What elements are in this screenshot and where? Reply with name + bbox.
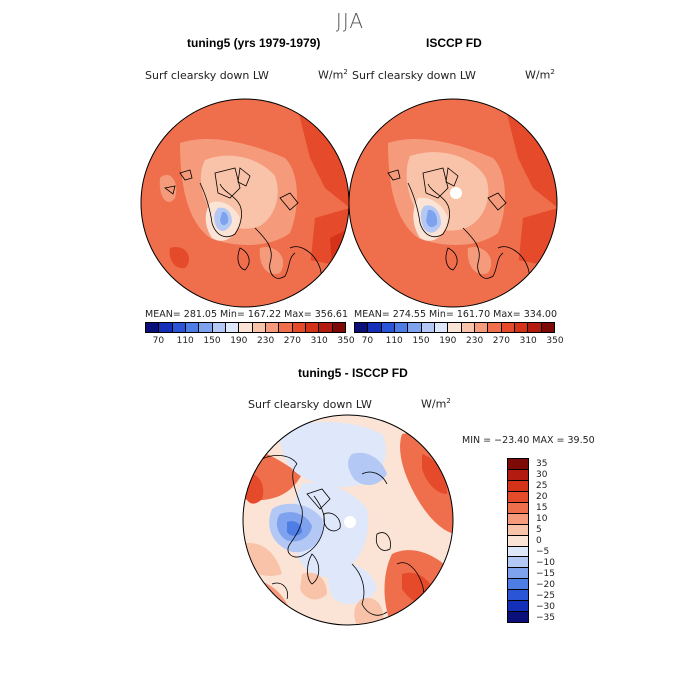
colorbar-swatch xyxy=(185,323,200,332)
season-title: JJA xyxy=(335,9,365,33)
diff-polar-map xyxy=(242,414,454,626)
left-polar-map xyxy=(140,98,350,308)
colorbar-swatch xyxy=(508,524,528,536)
colorbar-swatch xyxy=(159,323,173,332)
colorbar-swatch xyxy=(508,612,528,623)
colorbar-swatch xyxy=(434,323,449,332)
right-units-label: W/m2 xyxy=(525,68,555,82)
colorbar-swatch xyxy=(199,323,213,332)
colorbar-tick-label: −20 xyxy=(536,579,555,590)
colorbar-tick-label: 190 xyxy=(230,336,248,346)
colorbar-swatch xyxy=(212,323,226,332)
colorbar-swatch xyxy=(461,323,475,332)
colorbar-swatch xyxy=(488,323,502,332)
colorbar-tick-label: 270 xyxy=(283,336,301,346)
colorbar-swatch xyxy=(508,480,528,492)
colorbar-swatch xyxy=(508,557,528,569)
colorbar-tick-label: −30 xyxy=(536,601,555,612)
colorbar-tick-label: 35 xyxy=(536,458,548,469)
colorbar-swatch xyxy=(421,323,435,332)
right-colorbar xyxy=(354,322,555,333)
colorbar-swatch xyxy=(508,502,528,514)
colorbar-swatch xyxy=(332,323,345,332)
colorbar-swatch xyxy=(508,568,528,580)
colorbar-tick-label: 20 xyxy=(536,491,548,502)
colorbar-tick-label: 270 xyxy=(492,336,510,346)
colorbar-swatch xyxy=(528,323,542,332)
colorbar-tick-label: 110 xyxy=(176,336,194,346)
colorbar-swatch xyxy=(368,323,382,332)
colorbar-tick-label: 310 xyxy=(519,336,537,346)
colorbar-tick-label: 110 xyxy=(385,336,403,346)
colorbar-swatch xyxy=(508,513,528,525)
diff-variable-label: Surf clearsky down LW xyxy=(248,398,372,411)
left-units-label: W/m2 xyxy=(318,68,348,82)
left-panel-title: tuning5 (yrs 1979-1979) xyxy=(187,36,321,50)
colorbar-swatch xyxy=(508,469,528,481)
right-panel-title: ISCCP FD xyxy=(426,36,482,50)
colorbar-swatch xyxy=(508,459,528,470)
colorbar-swatch xyxy=(355,323,369,332)
colorbar-swatch xyxy=(474,323,489,332)
diff-units-label: W/m2 xyxy=(421,397,451,411)
colorbar-swatch xyxy=(381,323,395,332)
colorbar-swatch xyxy=(508,590,528,602)
diff-colorbar xyxy=(507,458,529,623)
colorbar-tick-label: −10 xyxy=(536,557,555,568)
colorbar-tick-label: 0 xyxy=(536,535,542,546)
colorbar-swatch xyxy=(508,491,528,503)
right-variable-label: Surf clearsky down LW xyxy=(352,69,476,82)
colorbar-swatch xyxy=(239,323,253,332)
colorbar-swatch xyxy=(501,323,515,332)
colorbar-swatch xyxy=(514,323,529,332)
colorbar-tick-label: 70 xyxy=(361,336,374,346)
colorbar-swatch xyxy=(508,579,528,591)
left-colorbar-ticks: 70 110 150 190 230 270 310 350 xyxy=(145,336,355,348)
colorbar-tick-label: 15 xyxy=(536,502,548,513)
colorbar-tick-label: −35 xyxy=(536,612,555,623)
colorbar-tick-label: 230 xyxy=(466,336,484,346)
left-colorbar xyxy=(145,322,346,333)
colorbar-tick-label: 30 xyxy=(536,469,548,480)
colorbar-tick-label: −5 xyxy=(536,546,550,557)
colorbar-tick-label: 150 xyxy=(203,336,221,346)
colorbar-swatch xyxy=(292,323,306,332)
colorbar-swatch xyxy=(252,323,266,332)
colorbar-tick-label: 70 xyxy=(152,336,165,346)
colorbar-swatch xyxy=(448,323,462,332)
colorbar-tick-label: 25 xyxy=(536,480,548,491)
colorbar-swatch xyxy=(508,546,528,558)
colorbar-swatch xyxy=(394,323,409,332)
colorbar-swatch xyxy=(541,323,554,332)
right-stats: MEAN= 274.55 Min= 161.70 Max= 334.00 xyxy=(354,309,558,320)
colorbar-swatch xyxy=(225,323,240,332)
colorbar-tick-label: 190 xyxy=(439,336,457,346)
right-colorbar-ticks: 70 110 150 190 230 270 310 350 xyxy=(354,336,564,348)
colorbar-tick-label: −15 xyxy=(536,568,555,579)
colorbar-swatch xyxy=(279,323,293,332)
diff-panel-title: tuning5 - ISCCP FD xyxy=(298,366,408,380)
colorbar-tick-label: 5 xyxy=(536,524,542,535)
colorbar-swatch xyxy=(508,601,528,613)
colorbar-tick-label: 350 xyxy=(546,336,564,346)
colorbar-swatch xyxy=(508,535,528,547)
colorbar-swatch xyxy=(172,323,186,332)
colorbar-swatch xyxy=(146,323,160,332)
colorbar-swatch xyxy=(305,323,320,332)
left-variable-label: Surf clearsky down LW xyxy=(145,69,269,82)
diff-stats: MIN = −23.40 MAX = 39.50 xyxy=(462,435,595,446)
colorbar-tick-label: 350 xyxy=(337,336,355,346)
colorbar-swatch xyxy=(408,323,422,332)
colorbar-tick-label: 230 xyxy=(257,336,275,346)
colorbar-swatch xyxy=(319,323,333,332)
colorbar-tick-label: −25 xyxy=(536,590,555,601)
colorbar-tick-label: 310 xyxy=(310,336,328,346)
right-polar-map xyxy=(348,98,558,308)
colorbar-swatch xyxy=(265,323,280,332)
diff-colorbar-ticks: 35 30 25 20 15 10 5 0 −5 −10 −15 −20 −25 −30 −35 xyxy=(536,458,566,623)
left-stats: MEAN= 281.05 Min= 167.22 Max= 356.61 xyxy=(145,309,349,320)
colorbar-tick-label: 10 xyxy=(536,513,548,524)
colorbar-tick-label: 150 xyxy=(412,336,430,346)
